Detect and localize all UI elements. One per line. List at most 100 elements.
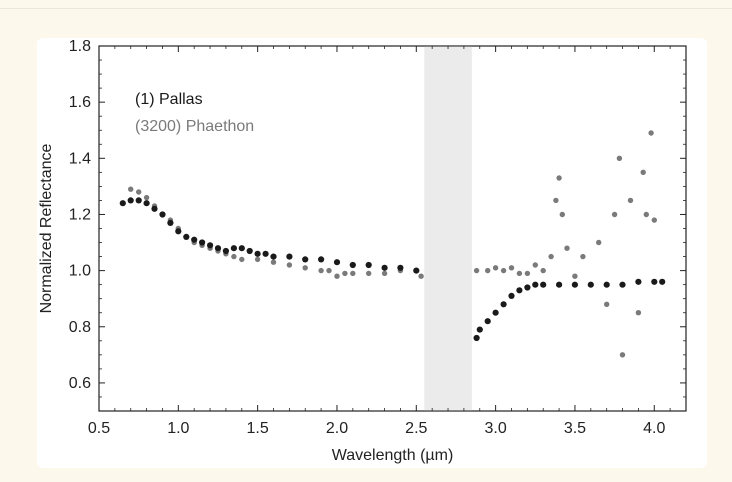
data-point (302, 256, 309, 263)
data-point (214, 245, 222, 252)
data-point (559, 211, 565, 218)
data-point (619, 281, 626, 288)
data-point (540, 267, 546, 274)
data-point (580, 253, 586, 260)
data-point (151, 205, 158, 212)
data-point (640, 169, 646, 175)
data-point (318, 267, 324, 274)
x-tick-label: 4.0 (643, 420, 665, 437)
legend: (1) Pallas (3200) Phaethon (135, 91, 254, 135)
data-point (238, 245, 245, 252)
data-point (651, 217, 657, 223)
data-point (286, 262, 293, 268)
y-tick-label: 1.4 (69, 150, 91, 167)
data-point (302, 265, 308, 271)
legend-entry-pallas: (1) Pallas (135, 91, 203, 108)
data-point (262, 250, 269, 257)
data-point (136, 189, 142, 195)
data-point (635, 310, 642, 316)
data-point (596, 239, 602, 246)
data-point (508, 292, 515, 299)
data-point (616, 155, 623, 161)
data-point (627, 197, 634, 204)
x-tick-label: 1.0 (167, 420, 189, 437)
data-point (207, 242, 214, 249)
data-point (484, 318, 491, 325)
data-point (128, 186, 134, 192)
data-point (254, 256, 261, 263)
data-point (159, 211, 166, 218)
data-point (231, 253, 237, 260)
data-point (381, 270, 388, 277)
axis-ticks: 0.5 1.0 1.5 2.0 2.5 3.0 3.5 4.0 0.6 0.8 1.0 1.2 1.4 1… (69, 38, 686, 437)
data-point (143, 200, 150, 207)
data-point (648, 130, 654, 136)
data-point (532, 281, 539, 288)
data-point (516, 287, 523, 294)
data-point (191, 236, 198, 243)
top-rule (0, 8, 732, 9)
data-point (167, 219, 174, 226)
data-point (175, 228, 182, 235)
data-point (366, 270, 372, 277)
data-point (334, 273, 340, 279)
data-point (587, 281, 594, 288)
data-point (342, 270, 348, 277)
data-point (413, 267, 420, 274)
data-point (556, 281, 563, 288)
data-point (603, 281, 610, 288)
y-tick-label: 1.6 (69, 94, 91, 111)
data-point (643, 211, 649, 218)
data-point (222, 247, 229, 255)
data-point (571, 281, 579, 288)
data-point (333, 259, 341, 266)
data-point (553, 197, 559, 204)
y-tick-label: 0.6 (69, 375, 91, 392)
figure-panel: 0.5 1.0 1.5 2.0 2.5 3.0 3.5 4.0 0.6 0.8 1.0 1.2 1.4 1… (37, 38, 707, 468)
data-point (659, 278, 666, 285)
data-point (476, 326, 483, 333)
x-tick-label: 3.5 (564, 420, 586, 437)
y-tick-label: 1.0 (69, 263, 91, 280)
data-point (350, 270, 356, 277)
excluded-wavelength-band (424, 46, 472, 411)
data-point (239, 256, 245, 263)
data-point (548, 253, 554, 260)
legend-entry-phaethon: (3200) Phaethon (135, 118, 254, 135)
data-point (611, 211, 618, 218)
data-point (564, 245, 570, 251)
data-point (532, 262, 538, 268)
data-point (500, 301, 507, 308)
data-point (135, 197, 142, 204)
data-point (270, 253, 277, 260)
data-point (651, 278, 658, 285)
spectrum-chart: 0.5 1.0 1.5 2.0 2.5 3.0 3.5 4.0 0.6 0.8 1.0 1.2 1.4 1… (38, 38, 687, 464)
data-point (326, 267, 332, 274)
data-point (199, 239, 206, 246)
x-tick-label: 2.5 (405, 420, 427, 437)
data-point (254, 250, 261, 257)
x-tick-label: 0.5 (88, 420, 110, 437)
data-point (540, 281, 547, 288)
data-point (492, 309, 499, 316)
data-point (492, 265, 499, 271)
data-point (508, 265, 515, 271)
data-point (127, 197, 134, 204)
series-pallas (119, 197, 666, 342)
data-point (397, 264, 404, 271)
y-tick-label: 1.2 (69, 206, 91, 223)
data-point (524, 270, 531, 277)
x-tick-label: 1.5 (247, 420, 269, 437)
data-point (183, 233, 190, 240)
data-point (286, 253, 293, 260)
data-point (473, 267, 480, 274)
data-point (119, 200, 126, 207)
y-tick-label: 0.8 (69, 319, 91, 336)
data-point (143, 194, 150, 201)
series-layer (119, 130, 666, 358)
data-point (635, 278, 642, 285)
data-point (604, 301, 610, 307)
data-point (349, 261, 356, 269)
data-point (318, 256, 325, 263)
y-axis-label: Normalized Reflectance (38, 143, 55, 313)
